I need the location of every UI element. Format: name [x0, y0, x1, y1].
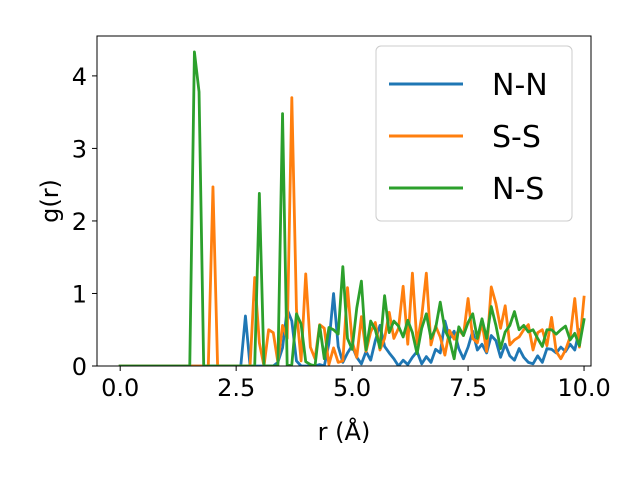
legend-label-n-n: N-N	[492, 68, 548, 103]
legend-box	[375, 45, 573, 222]
y-axis-label: g(r)	[36, 179, 64, 223]
y-tick-label: 0	[72, 353, 87, 381]
x-tick-label: 10.0	[557, 374, 610, 402]
x-tick-label: 2.5	[217, 374, 255, 402]
legend-label-n-s: N-S	[492, 172, 544, 207]
legend-label-s-s: S-S	[492, 120, 541, 155]
y-tick-label: 4	[72, 63, 87, 91]
x-axis-label: r (Å)	[318, 417, 371, 446]
series-line-n-s	[118, 50, 586, 366]
plot-frame	[96, 35, 592, 367]
x-tick-label: 0.0	[101, 374, 139, 402]
y-tick-label: 3	[72, 135, 87, 163]
x-tick-label: 5.0	[333, 374, 371, 402]
x-tick-label: 7.5	[449, 374, 487, 402]
y-tick-label: 2	[72, 208, 87, 236]
y-tick-label: 1	[72, 280, 87, 308]
